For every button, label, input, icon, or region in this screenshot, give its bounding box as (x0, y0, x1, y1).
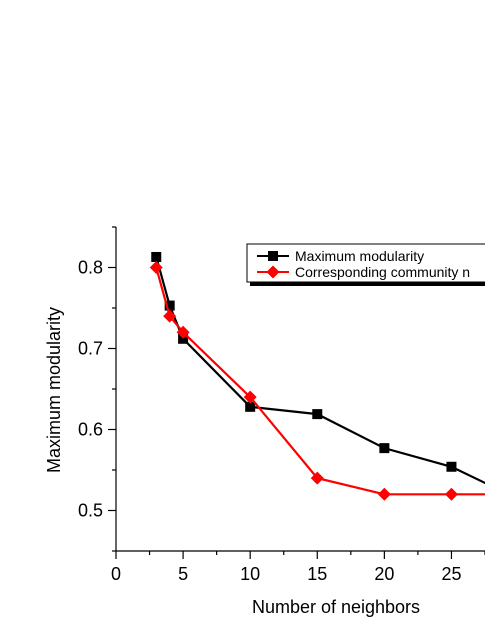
y-tick-label: 0.7 (78, 339, 103, 359)
series-line-2 (155, 267, 485, 496)
plot-inner (149, 251, 485, 501)
series-1-point (379, 443, 390, 454)
series-1-point (312, 409, 323, 420)
x-tick-label: 25 (441, 564, 461, 584)
y-tick-label: 0.6 (78, 420, 103, 440)
series-2-point (149, 261, 163, 274)
axes: 0 5 10 15 20 25 0.5 0.6 0.7 0.8 (78, 226, 485, 584)
series-1-point (164, 300, 175, 311)
legend-shadow-bottom (250, 282, 485, 286)
series-2-point (310, 471, 324, 485)
x-tick-label: 15 (307, 564, 327, 584)
series-2-point (377, 487, 391, 501)
legend-marker-1 (268, 251, 278, 261)
y-tick-label: 0.8 (78, 258, 103, 278)
series-2-point (176, 325, 190, 339)
legend-label-2: Corresponding community n (295, 264, 470, 280)
y-axis-label: Maximum modularity (44, 307, 64, 473)
x-tick-label: 5 (178, 564, 188, 584)
plot-area (149, 251, 485, 501)
x-axis-label: Number of neighbors (252, 597, 420, 617)
series-2-point (444, 487, 458, 501)
legend-box (246, 243, 485, 283)
series-2-point (163, 309, 177, 323)
series-1-point (446, 461, 457, 472)
legend-marker-2 (266, 265, 280, 279)
series-2-point (243, 390, 257, 404)
series-line-1 (155, 256, 485, 485)
y-tick-label: 0.5 (78, 501, 103, 521)
x-tick-label: 20 (374, 564, 394, 584)
x-tick-label: 0 (111, 564, 121, 584)
x-tick-label: 10 (240, 564, 260, 584)
series-1-point (245, 401, 256, 412)
series-1-point (151, 251, 162, 262)
legend-label-1: Maximum modularity (295, 248, 424, 264)
